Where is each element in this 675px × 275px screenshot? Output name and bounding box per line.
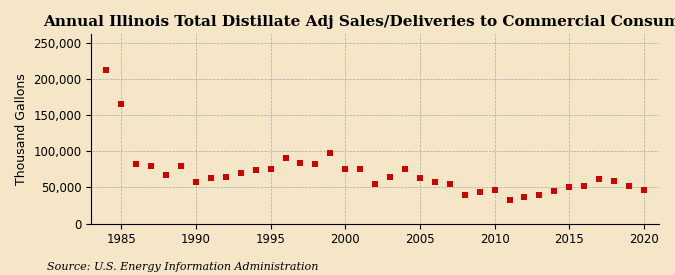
- Point: [370, 182, 381, 186]
- Point: [429, 180, 440, 185]
- Point: [414, 176, 425, 180]
- Point: [250, 168, 261, 172]
- Point: [205, 176, 216, 180]
- Point: [504, 197, 515, 202]
- Point: [475, 190, 485, 195]
- Point: [340, 167, 351, 172]
- Point: [116, 102, 127, 107]
- Point: [325, 151, 335, 156]
- Point: [519, 195, 530, 199]
- Point: [161, 173, 171, 177]
- Point: [131, 162, 142, 167]
- Point: [460, 192, 470, 197]
- Point: [594, 177, 605, 182]
- Point: [101, 68, 112, 72]
- Point: [146, 164, 157, 169]
- Point: [190, 180, 201, 184]
- Point: [534, 192, 545, 197]
- Point: [564, 185, 574, 190]
- Point: [489, 188, 500, 192]
- Point: [295, 161, 306, 165]
- Point: [400, 167, 410, 172]
- Point: [265, 167, 276, 172]
- Point: [624, 184, 634, 188]
- Point: [355, 167, 366, 172]
- Point: [385, 174, 396, 179]
- Point: [579, 184, 590, 188]
- Point: [176, 164, 186, 169]
- Point: [236, 171, 246, 175]
- Title: Annual Illinois Total Distillate Adj Sales/Deliveries to Commercial Consumers: Annual Illinois Total Distillate Adj Sal…: [43, 15, 675, 29]
- Point: [310, 161, 321, 166]
- Point: [609, 179, 620, 183]
- Point: [444, 182, 455, 186]
- Point: [639, 187, 649, 192]
- Y-axis label: Thousand Gallons: Thousand Gallons: [15, 73, 28, 185]
- Point: [549, 189, 560, 193]
- Text: Source: U.S. Energy Information Administration: Source: U.S. Energy Information Administ…: [47, 262, 319, 272]
- Point: [221, 174, 232, 179]
- Point: [280, 156, 291, 160]
